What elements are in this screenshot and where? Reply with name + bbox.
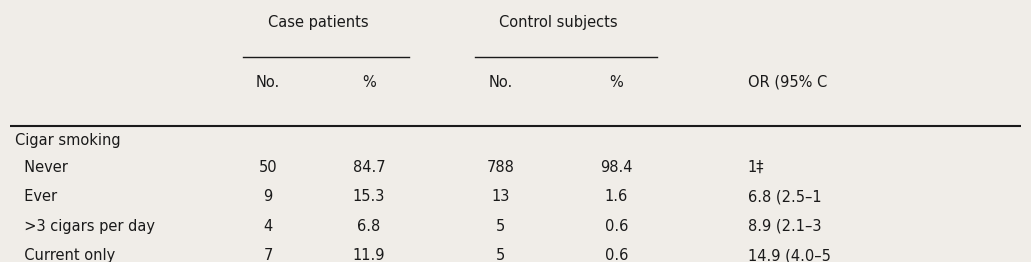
Text: No.: No. [256, 75, 280, 90]
Text: %: % [362, 75, 376, 90]
Text: 8.9 (2.1–3: 8.9 (2.1–3 [747, 219, 822, 234]
Text: 98.4: 98.4 [600, 160, 633, 175]
Text: No.: No. [489, 75, 512, 90]
Text: 0.6: 0.6 [605, 248, 628, 262]
Text: 6.8 (2.5–1: 6.8 (2.5–1 [747, 189, 822, 204]
Text: 6.8: 6.8 [358, 219, 380, 234]
Text: 0.6: 0.6 [605, 219, 628, 234]
Text: Current only: Current only [15, 248, 115, 262]
Text: 11.9: 11.9 [353, 248, 386, 262]
Text: 84.7: 84.7 [353, 160, 386, 175]
Text: >3 cigars per day: >3 cigars per day [15, 219, 156, 234]
Text: 15.3: 15.3 [353, 189, 386, 204]
Text: 4: 4 [263, 219, 272, 234]
Text: %: % [609, 75, 624, 90]
Text: 5: 5 [496, 248, 505, 262]
Text: Control subjects: Control subjects [499, 15, 618, 30]
Text: 50: 50 [259, 160, 277, 175]
Text: 1‡: 1‡ [747, 160, 764, 175]
Text: 14.9 (4.0–5: 14.9 (4.0–5 [747, 248, 831, 262]
Text: 13: 13 [491, 189, 509, 204]
Text: 9: 9 [263, 189, 272, 204]
Text: Never: Never [15, 160, 68, 175]
Text: Case patients: Case patients [268, 15, 369, 30]
Text: Ever: Ever [15, 189, 58, 204]
Text: 1.6: 1.6 [605, 189, 628, 204]
Text: 7: 7 [263, 248, 272, 262]
Text: 788: 788 [487, 160, 514, 175]
Text: OR (95% C: OR (95% C [747, 75, 827, 90]
Text: 5: 5 [496, 219, 505, 234]
Text: Cigar smoking: Cigar smoking [15, 133, 121, 148]
